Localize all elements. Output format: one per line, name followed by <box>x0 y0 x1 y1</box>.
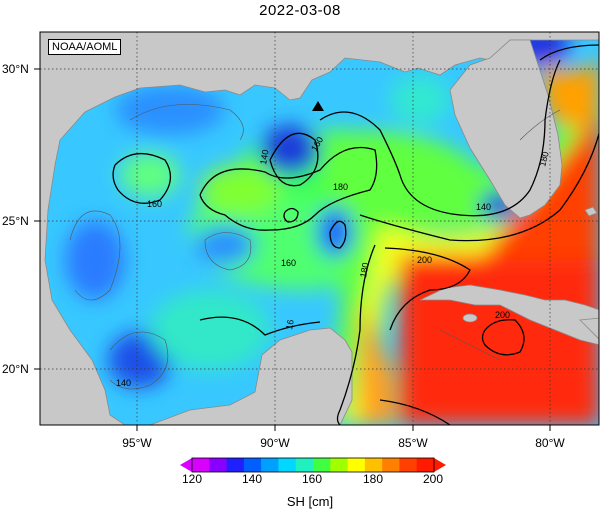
axis-ticks <box>34 68 551 431</box>
contour-label: 200 <box>417 255 432 265</box>
colorbar-cell <box>416 458 435 472</box>
gridlines <box>40 32 599 425</box>
contour-label: 140 <box>476 202 491 212</box>
contour-label: 180 <box>333 182 348 192</box>
colorbar-cell <box>399 458 418 472</box>
colorbar-tick-label: 160 <box>301 472 323 486</box>
colorbar-high-arrow <box>434 458 446 472</box>
colorbar-cell <box>347 458 366 472</box>
colorbar-cell <box>226 458 245 472</box>
colorbar-cell <box>278 458 297 472</box>
lon-label: 95°W <box>122 436 152 450</box>
lon-label: 80°W <box>535 436 565 450</box>
contour-label: 180 <box>358 262 370 279</box>
lon-label: 90°W <box>260 436 290 450</box>
contour-label: 180 <box>537 150 551 167</box>
colorbar-cell <box>261 458 279 472</box>
colorbar-cell <box>364 458 383 472</box>
contour-label: 200 <box>495 310 510 320</box>
colorbar-tick-label: 140 <box>241 472 263 486</box>
land <box>40 32 599 425</box>
thin-contours <box>69 104 561 390</box>
colorbar-tick-label: 200 <box>422 472 444 486</box>
lat-label: 25°N <box>2 214 29 228</box>
contour-label: 16 <box>284 319 296 331</box>
major-contours <box>112 44 599 425</box>
colorbar-low-arrow <box>180 458 192 472</box>
contour-label: 140 <box>258 149 270 166</box>
map-frame <box>39 31 600 426</box>
lon-label: 85°W <box>398 436 428 450</box>
colorbar-cell <box>209 458 228 472</box>
contour-label: 160 <box>281 258 296 268</box>
sea-height-field <box>65 32 599 425</box>
lat-label: 30°N <box>2 62 29 76</box>
colorbar <box>180 457 446 473</box>
colorbar-cell <box>382 458 400 472</box>
colorbar-cell <box>330 458 349 472</box>
lat-label: 20°N <box>2 362 29 376</box>
colorbar-cell <box>313 458 331 472</box>
triangle-marker <box>312 101 324 111</box>
colorbar-tick-label: 180 <box>362 472 384 486</box>
colorbar-cell <box>192 458 210 472</box>
colorbar-cell <box>295 458 314 472</box>
colorbar-title: SH [cm] <box>286 494 334 509</box>
credit-label: NOAA/AOML <box>48 39 122 55</box>
colorbar-cell <box>243 458 262 472</box>
colorbar-tick-label: 120 <box>181 472 203 486</box>
map-title: 2022-03-08 <box>259 2 341 19</box>
contour-label: 140 <box>116 378 131 388</box>
contour-label: 160 <box>147 199 162 209</box>
